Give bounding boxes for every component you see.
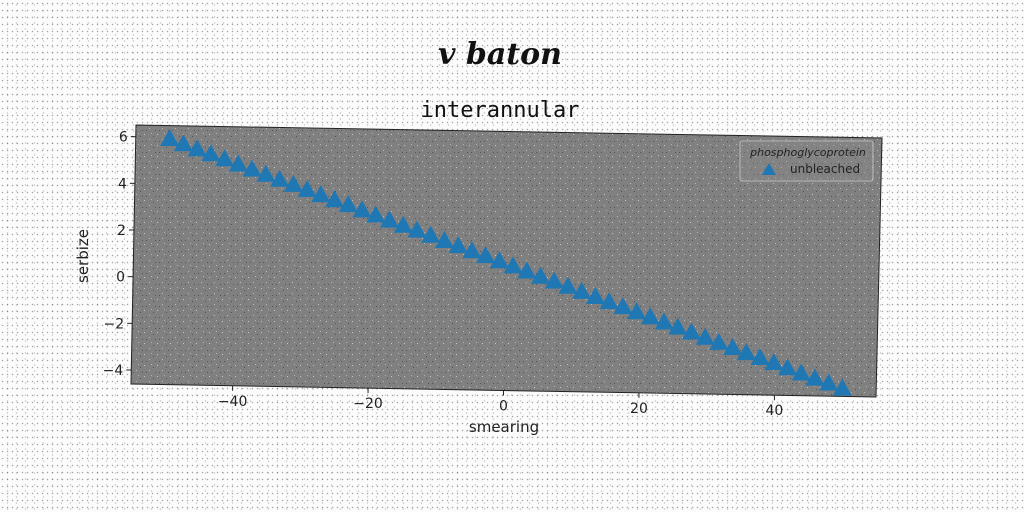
y-tick-label: 4 — [118, 176, 127, 192]
data-point — [448, 236, 468, 254]
x-tick-label: 40 — [765, 403, 783, 419]
data-point — [215, 149, 235, 167]
x-tick-label: −40 — [218, 394, 248, 410]
data-point — [283, 174, 303, 192]
y-tick-label: 0 — [116, 270, 125, 286]
data-point — [476, 246, 496, 264]
x-tick-label: −20 — [353, 396, 383, 412]
chart-title: interannular — [421, 98, 580, 123]
data-point — [585, 287, 605, 305]
y-axis: −4 −2 0 2 4 6 — [103, 130, 136, 379]
data-point — [311, 185, 331, 203]
y-tick-label: −4 — [103, 363, 124, 379]
data-point — [764, 353, 784, 371]
data-point — [654, 312, 674, 330]
data-point — [270, 169, 290, 187]
x-axis-label: smearing — [469, 418, 539, 436]
series-unbleached — [160, 129, 852, 396]
data-point — [297, 179, 317, 197]
data-point — [407, 220, 427, 238]
data-point — [627, 302, 647, 320]
data-point — [462, 241, 482, 259]
data-point — [791, 363, 811, 381]
x-tick-label: 0 — [499, 399, 508, 415]
legend-title: phosphoglycoprotein — [749, 146, 866, 159]
data-point — [242, 159, 262, 177]
data-point — [819, 373, 839, 391]
data-point — [325, 190, 345, 208]
data-point — [160, 129, 180, 147]
data-point — [695, 327, 715, 345]
legend-marker — [762, 163, 776, 175]
y-tick-label: −2 — [104, 316, 125, 332]
data-point — [228, 154, 248, 172]
plot-frame — [130, 124, 883, 398]
data-point — [489, 251, 509, 269]
data-point — [503, 256, 523, 274]
legend: phosphoglycoprotein unbleached — [739, 140, 874, 182]
data-point — [187, 139, 207, 157]
chart-suptitle: v baton — [438, 37, 562, 72]
legend-label-unbleached: unbleached — [790, 162, 860, 176]
data-point — [544, 271, 564, 289]
data-point — [173, 134, 193, 152]
data-point — [750, 348, 770, 366]
data-point — [421, 225, 441, 243]
data-point — [777, 358, 797, 376]
data-point — [805, 368, 825, 386]
x-axis: −40 −20 0 20 40 — [218, 385, 783, 419]
data-point — [530, 266, 550, 284]
y-tick-label: 6 — [119, 130, 128, 146]
data-point — [668, 317, 688, 335]
data-point — [640, 307, 660, 325]
data-point — [723, 337, 743, 355]
data-point — [352, 200, 372, 218]
data-point — [393, 215, 413, 233]
data-point — [201, 144, 221, 162]
data-point — [338, 195, 358, 213]
y-axis-label: serbize — [74, 229, 92, 283]
data-point — [517, 261, 537, 279]
data-point — [832, 378, 852, 396]
data-point — [379, 210, 399, 228]
data-point — [736, 343, 756, 361]
data-point — [256, 164, 276, 182]
data-point — [709, 332, 729, 350]
data-point — [558, 276, 578, 294]
data-point — [366, 205, 386, 223]
y-tick-label: 2 — [117, 223, 126, 239]
data-point — [613, 297, 633, 315]
x-tick-label: 20 — [630, 401, 648, 417]
data-point — [572, 281, 592, 299]
data-point — [681, 322, 701, 340]
data-point — [599, 292, 619, 310]
data-point — [434, 230, 454, 248]
